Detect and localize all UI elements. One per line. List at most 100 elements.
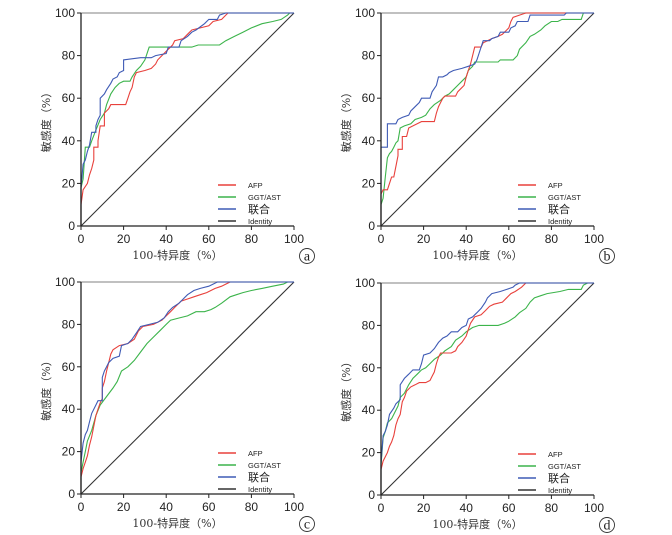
- legend-label: GGT/AST: [548, 193, 581, 202]
- x-tick-label: 0: [78, 232, 85, 246]
- x-tick-label: 0: [378, 232, 385, 246]
- x-tick-label: 60: [202, 500, 216, 514]
- panel-label: c: [304, 518, 310, 533]
- y-axis-title: 敏感度（%）: [39, 87, 53, 152]
- legend-label: 联合: [248, 202, 270, 216]
- roc-curve-combined: [380, 282, 594, 495]
- panel-label: a: [304, 250, 311, 265]
- x-tick-label: 80: [245, 232, 259, 246]
- roc-curve-combined: [380, 12, 594, 226]
- y-tick-label: 20: [362, 176, 376, 190]
- x-axis-title: 100-特异度（%）: [132, 516, 222, 530]
- y-tick-label: 20: [62, 445, 76, 459]
- legend-label: GGT/AST: [248, 193, 281, 202]
- roc-curve-ggt-ast: [380, 12, 594, 226]
- roc-curve-ggt-ast: [80, 12, 294, 226]
- y-tick-label: 100: [55, 275, 75, 289]
- x-tick-label: 0: [78, 500, 85, 514]
- x-tick-label: 20: [117, 232, 131, 246]
- y-tick-label: 80: [362, 318, 376, 332]
- x-axis-title: 100-特异度（%）: [432, 248, 522, 262]
- roc-curve-afp: [380, 282, 594, 495]
- identity-line: [380, 12, 595, 227]
- y-tick-label: 80: [362, 49, 376, 63]
- x-tick-label: 100: [284, 232, 304, 246]
- x-tick-label: 100: [284, 500, 304, 514]
- legend-label: AFP: [548, 450, 563, 459]
- y-tick-label: 20: [62, 176, 76, 190]
- x-tick-label: 100: [584, 501, 604, 515]
- y-tick-label: 0: [68, 487, 75, 501]
- x-tick-label: 20: [117, 500, 131, 514]
- panel-label: b: [604, 250, 611, 265]
- legend-label: Identity: [248, 217, 272, 226]
- y-tick-label: 20: [362, 446, 376, 460]
- roc-curve-combined: [80, 12, 294, 226]
- roc-curve-afp: [380, 12, 594, 226]
- legend-label: GGT/AST: [548, 462, 581, 471]
- identity-line: [80, 281, 295, 495]
- x-tick-label: 40: [460, 501, 474, 515]
- y-tick-label: 40: [62, 402, 76, 416]
- x-tick-label: 40: [460, 232, 474, 246]
- y-tick-label: 100: [355, 276, 375, 290]
- chart-panel-c: 0 20 40 60 80 100 0 20 40 60 80 100 100-特异度（%） 敏感度（%）…: [39, 275, 315, 533]
- y-tick-label: 40: [62, 134, 76, 148]
- x-tick-label: 60: [502, 232, 516, 246]
- y-tick-label: 60: [62, 360, 76, 374]
- x-tick-label: 80: [545, 232, 559, 246]
- y-tick-label: 60: [362, 91, 376, 105]
- y-axis-title: 敏感度（%）: [339, 87, 353, 152]
- y-tick-label: 0: [368, 488, 375, 502]
- x-tick-label: 60: [202, 232, 216, 246]
- legend-label: AFP: [248, 181, 263, 190]
- panel-label-circle: [299, 516, 315, 532]
- x-axis-title: 100-特异度（%）: [432, 517, 522, 531]
- x-tick-label: 20: [417, 501, 431, 515]
- legend-label: 联合: [248, 470, 270, 484]
- identity-line: [80, 12, 295, 227]
- chart-panel-b: 0 20 40 60 80 100 0 20 40 60 80 100 100-特异度（%） 敏感度（%）…: [339, 6, 615, 265]
- x-tick-label: 80: [545, 501, 559, 515]
- y-tick-label: 100: [55, 6, 75, 20]
- x-tick-label: 40: [160, 500, 174, 514]
- roc-curve-combined: [80, 281, 294, 494]
- y-tick-label: 80: [62, 317, 76, 331]
- y-axis-title: 敏感度（%）: [339, 356, 353, 421]
- x-tick-label: 0: [378, 501, 385, 515]
- panel-label-circle: [599, 248, 615, 264]
- legend-label: GGT/AST: [248, 461, 281, 470]
- x-tick-label: 100: [584, 232, 604, 246]
- chart-panel-a: 0 20 40 60 80 100 0 20 40 60 80 100 100-特异度（%） 敏感度（%）…: [39, 6, 315, 265]
- x-tick-label: 40: [160, 232, 174, 246]
- x-axis-title: 100-特异度（%）: [132, 248, 222, 262]
- y-tick-label: 100: [355, 6, 375, 20]
- legend-label: AFP: [548, 181, 563, 190]
- panel-label-circle: [299, 248, 315, 264]
- y-tick-label: 80: [62, 49, 76, 63]
- legend-label: Identity: [248, 485, 272, 494]
- legend-label: 联合: [548, 202, 570, 216]
- chart-panel-d: 0 20 40 60 80 100 0 20 40 60 80 100 100-特异度（%） 敏感度（%）…: [339, 276, 615, 534]
- legend-label: AFP: [248, 449, 263, 458]
- y-tick-label: 60: [362, 361, 376, 375]
- identity-line: [380, 282, 595, 496]
- roc-curve-ggt-ast: [380, 282, 594, 495]
- y-axis-title: 敏感度（%）: [39, 355, 53, 420]
- y-tick-label: 0: [368, 219, 375, 233]
- legend-label: 联合: [548, 471, 570, 485]
- y-tick-label: 40: [362, 134, 376, 148]
- x-tick-label: 20: [417, 232, 431, 246]
- panel-label-circle: [599, 517, 615, 533]
- x-tick-label: 60: [502, 501, 516, 515]
- y-tick-label: 0: [68, 219, 75, 233]
- panel-label: d: [604, 519, 611, 534]
- x-tick-label: 80: [245, 500, 259, 514]
- y-tick-label: 40: [362, 403, 376, 417]
- legend-label: Identity: [548, 486, 572, 495]
